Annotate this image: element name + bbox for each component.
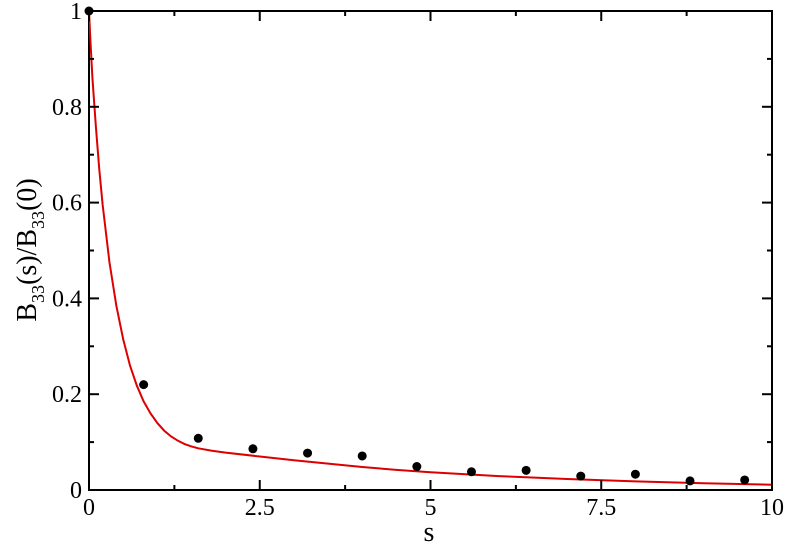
x-tick-label: 0 <box>83 495 95 521</box>
data-point <box>412 462 422 472</box>
y-tick-label: 0.8 <box>52 95 82 121</box>
data-point <box>576 471 586 481</box>
data-point <box>303 448 313 458</box>
data-point <box>740 475 750 485</box>
data-point <box>630 469 640 479</box>
y-tick-label: 1 <box>70 0 82 25</box>
fit-line <box>89 10 772 486</box>
y-tick-label: 0.4 <box>52 286 82 312</box>
y-axis-title-prefix: B <box>12 303 43 322</box>
plot-frame <box>88 10 773 491</box>
y-tick-label: 0.2 <box>52 382 82 408</box>
data-point <box>466 467 476 477</box>
data-point <box>521 465 531 475</box>
x-tick-label: 7.5 <box>586 495 616 521</box>
data-point <box>248 444 258 454</box>
y-axis-title-middle: (s)/B <box>12 229 43 285</box>
x-tick-label: 5 <box>425 495 437 521</box>
y-axis-title-suffix: (0) <box>12 178 43 211</box>
data-point <box>685 476 695 486</box>
data-point <box>357 451 367 461</box>
data-point <box>139 380 149 390</box>
data-point <box>193 433 203 443</box>
x-tick-label: 10 <box>760 495 784 521</box>
y-tick-label: 0 <box>70 478 82 504</box>
plot-area <box>84 6 773 491</box>
y-axis-title: B33(s)/B33(0) <box>12 178 48 321</box>
x-axis-title: s <box>424 517 435 542</box>
y-axis-title-sub2: 33 <box>28 211 48 229</box>
y-axis-title-sub1: 33 <box>28 285 48 303</box>
axis-ticks <box>88 10 773 491</box>
y-tick-label: 0.6 <box>52 191 82 217</box>
tick-labels: 0 2.5 5 7.5 10 0 0.2 0.4 0.6 0.8 1 <box>52 0 784 521</box>
x-tick-label: 2.5 <box>245 495 275 521</box>
